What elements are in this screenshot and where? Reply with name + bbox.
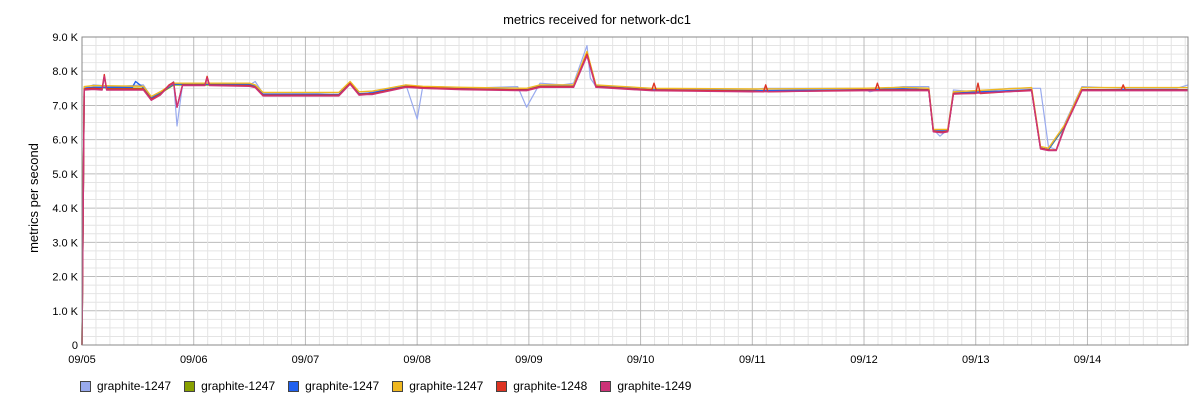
legend-item: graphite-1249	[600, 378, 691, 394]
legend-item: graphite-1247	[80, 378, 171, 394]
series-line-5	[81, 55, 1188, 346]
y-tick-label: 5.0 K	[52, 169, 78, 181]
legend-item: graphite-1248	[496, 378, 587, 394]
x-axis-ticks: 09/05 09/06 09/07 09/08 09/09 09/10 09/11 09/12…	[68, 354, 1101, 366]
legend-swatch	[184, 380, 196, 392]
x-tick-label: 09/06	[180, 354, 208, 366]
y-tick-label: 9.0 K	[52, 32, 78, 44]
x-tick-label: 09/12	[850, 354, 878, 366]
y-tick-label: 4.0 K	[52, 203, 78, 215]
x-tick-label: 09/11	[739, 354, 766, 366]
x-tick-label: 09/08	[403, 354, 431, 366]
x-tick-label: 09/10	[627, 354, 655, 366]
y-axis-ticks: 0 1.0 K 2.0 K 3.0 K 4.0 K 5.0 K 6.0 K 7.0 K 8.0 …	[52, 32, 78, 352]
legend-item: graphite-1247	[288, 378, 379, 394]
series-line-3	[81, 50, 1188, 346]
legend-item: graphite-1247	[184, 378, 275, 394]
y-tick-label: 7.0 K	[52, 100, 78, 112]
series-line-2	[81, 51, 1188, 346]
legend-swatch	[80, 380, 91, 392]
y-tick-label: 6.0 K	[52, 135, 78, 147]
legend-label: graphite-1247	[409, 379, 484, 393]
x-tick-label: 09/07	[292, 354, 320, 366]
legend-swatch	[392, 380, 404, 392]
grid	[81, 36, 1188, 346]
legend-item: graphite-1247	[392, 378, 483, 394]
legend-swatch	[288, 380, 300, 392]
y-tick-label: 0	[72, 340, 78, 352]
y-tick-label: 2.0 K	[52, 272, 78, 284]
y-tick-label: 1.0 K	[52, 306, 78, 318]
legend-swatch	[496, 380, 508, 392]
legend-label: graphite-1249	[617, 379, 692, 393]
y-tick-label: 8.0 K	[52, 66, 78, 78]
legend-swatch	[600, 380, 612, 392]
x-tick-label: 09/05	[68, 354, 96, 366]
x-tick-label: 09/09	[515, 354, 543, 366]
legend-label: graphite-1247	[201, 379, 276, 393]
series-group	[81, 44, 1189, 346]
legend-label: graphite-1247	[305, 379, 380, 393]
y-tick-label: 3.0 K	[52, 237, 78, 249]
legend-label: graphite-1248	[513, 379, 588, 393]
x-tick-label: 09/13	[962, 354, 990, 366]
legend: graphite-1247 graphite-1247 graphite-1247 g…	[80, 378, 704, 394]
plot-frame	[81, 36, 1189, 346]
legend-label: graphite-1247	[97, 379, 172, 393]
x-tick-label: 09/14	[1074, 354, 1102, 366]
y-axis-label: metrics per second	[26, 143, 41, 253]
chart-title: metrics received for network-dc1	[503, 12, 691, 27]
